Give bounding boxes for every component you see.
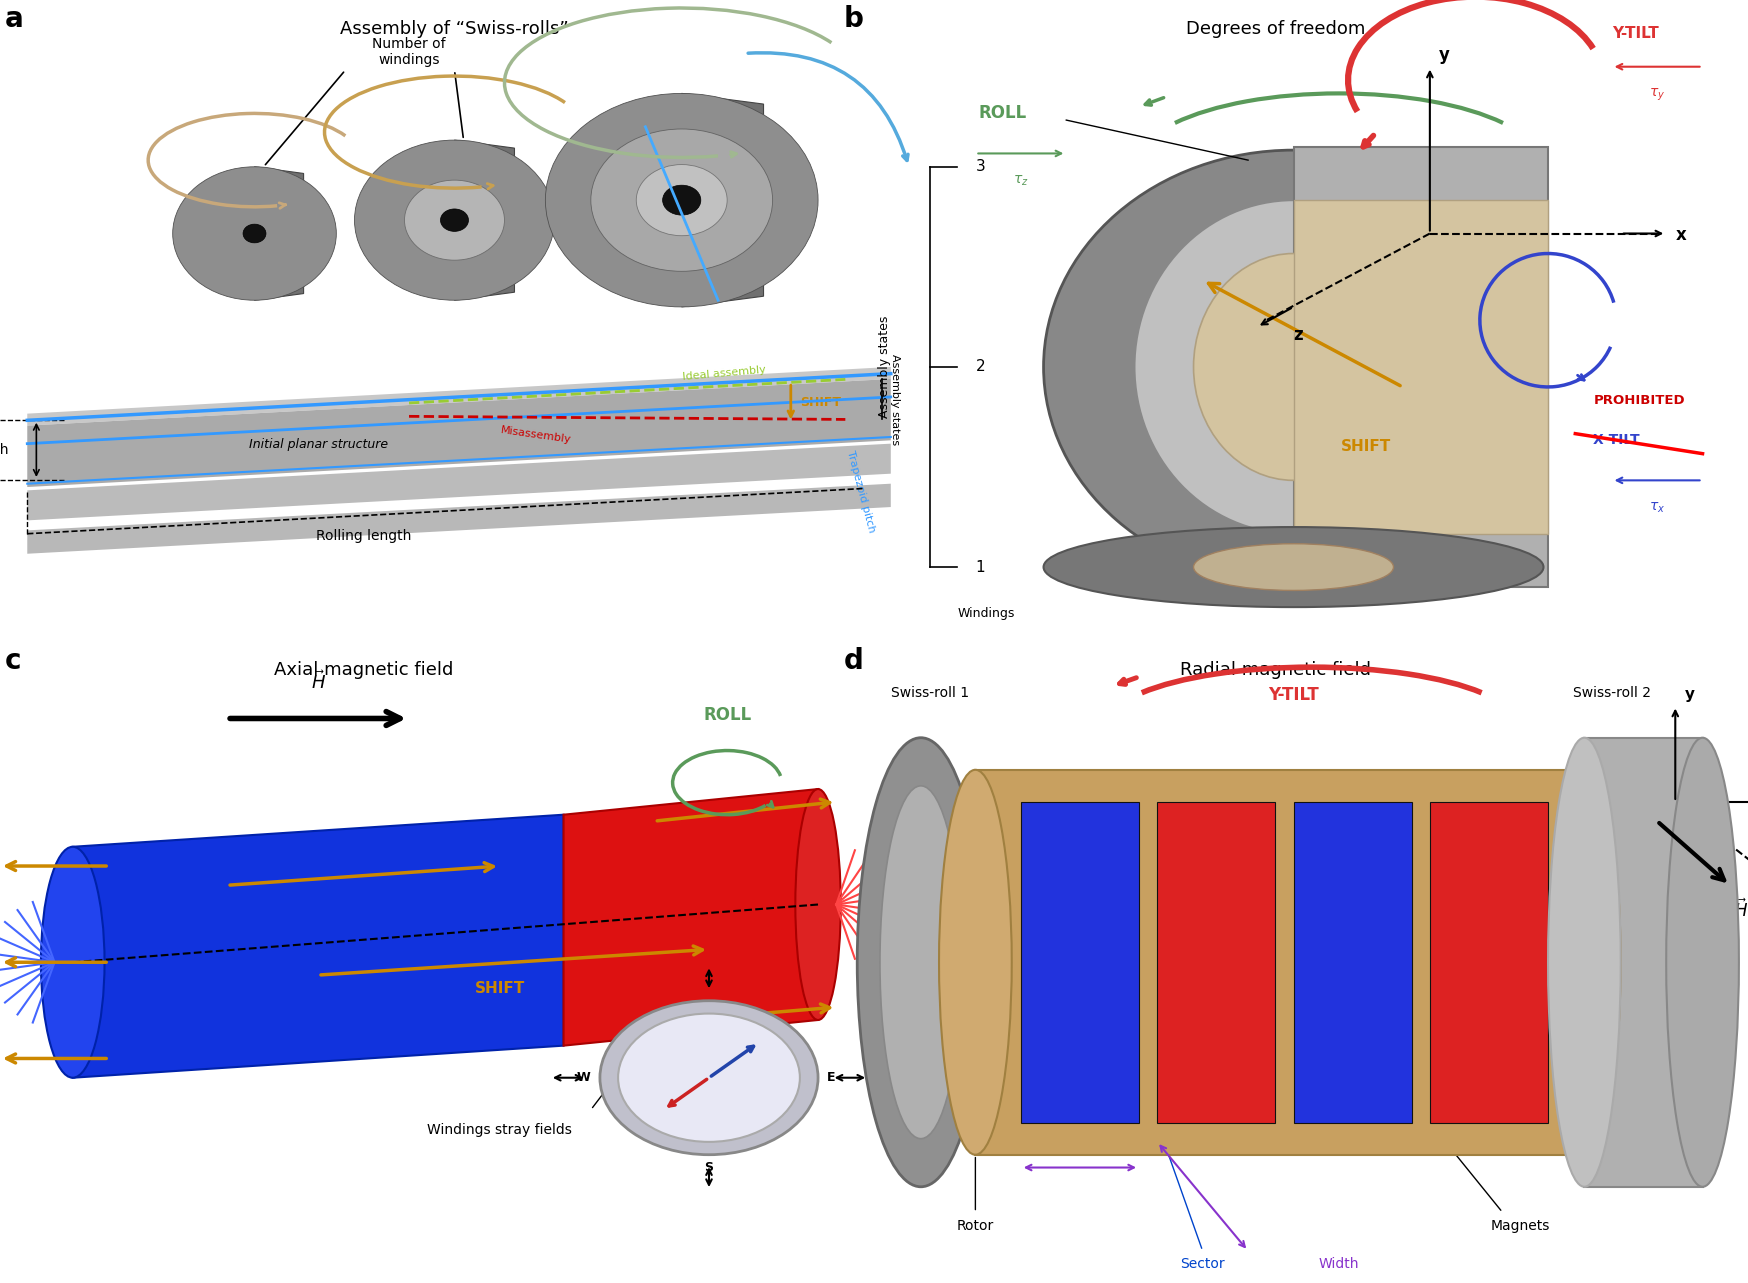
Text: X TILT: X TILT xyxy=(1594,434,1640,448)
Polygon shape xyxy=(682,94,764,307)
Ellipse shape xyxy=(1194,544,1393,590)
Text: ROLL: ROLL xyxy=(703,706,752,724)
Polygon shape xyxy=(73,815,563,1078)
Polygon shape xyxy=(28,484,891,554)
Text: Y-TILT: Y-TILT xyxy=(1612,26,1659,41)
Ellipse shape xyxy=(243,225,266,242)
Text: Assembly states: Assembly states xyxy=(890,354,900,445)
Text: Assembly states: Assembly states xyxy=(877,316,891,418)
Text: SHIFT: SHIFT xyxy=(475,981,524,997)
Ellipse shape xyxy=(857,738,984,1187)
Text: Width: Width xyxy=(1318,1257,1360,1271)
Text: $\tau_y$: $\tau_y$ xyxy=(1648,87,1666,103)
Text: SHIFT: SHIFT xyxy=(801,396,841,409)
Text: Windings: Windings xyxy=(958,607,1014,620)
Bar xyxy=(1430,802,1549,1123)
Text: Trapezoid pitch: Trapezoid pitch xyxy=(846,449,877,534)
Text: E: E xyxy=(827,1071,836,1084)
Polygon shape xyxy=(1294,146,1549,588)
Ellipse shape xyxy=(1194,254,1393,480)
Text: Rolling length: Rolling length xyxy=(316,529,411,543)
Text: z: z xyxy=(804,807,813,822)
Text: Swiss-roll 1: Swiss-roll 1 xyxy=(891,686,968,701)
Text: $\vec{H}$: $\vec{H}$ xyxy=(311,670,325,693)
Text: d: d xyxy=(844,647,864,675)
Ellipse shape xyxy=(636,164,727,236)
Text: Initial planar structure: Initial planar structure xyxy=(248,438,388,452)
Text: Misassembly: Misassembly xyxy=(500,425,572,445)
Ellipse shape xyxy=(173,167,336,300)
Text: z: z xyxy=(1294,326,1304,344)
Text: 1: 1 xyxy=(975,559,986,575)
Text: Assembly of “Swiss-rolls”: Assembly of “Swiss-rolls” xyxy=(341,21,568,38)
Text: $\tau_x$: $\tau_x$ xyxy=(1648,500,1666,514)
Text: $\vec{F}$: $\vec{F}$ xyxy=(313,857,323,875)
Text: N: N xyxy=(704,981,715,994)
Text: a: a xyxy=(5,5,23,33)
Polygon shape xyxy=(975,770,1584,1155)
Text: y: y xyxy=(1439,46,1449,64)
Ellipse shape xyxy=(1549,738,1620,1187)
Ellipse shape xyxy=(795,789,841,1020)
Text: $\vec{H}$: $\vec{H}$ xyxy=(1734,898,1748,921)
Text: Rotor: Rotor xyxy=(956,1219,995,1233)
Text: x: x xyxy=(1675,226,1687,244)
Text: S: S xyxy=(704,1161,713,1174)
Ellipse shape xyxy=(40,847,105,1078)
Ellipse shape xyxy=(404,180,505,260)
Polygon shape xyxy=(255,167,304,300)
Text: Number of
windings: Number of windings xyxy=(372,36,446,67)
Bar xyxy=(1021,802,1140,1123)
Polygon shape xyxy=(563,789,818,1046)
Ellipse shape xyxy=(545,94,818,307)
Ellipse shape xyxy=(1044,527,1543,607)
Text: Sector: Sector xyxy=(1180,1257,1225,1271)
Text: Swiss-roll 2: Swiss-roll 2 xyxy=(1573,686,1650,701)
Text: Degrees of freedom: Degrees of freedom xyxy=(1185,21,1365,38)
Text: Magnets: Magnets xyxy=(1491,1219,1550,1233)
Text: b: b xyxy=(844,5,864,33)
Text: PROHIBITED: PROHIBITED xyxy=(1594,394,1685,407)
Text: 2: 2 xyxy=(975,359,986,375)
Polygon shape xyxy=(1584,738,1703,1187)
Text: c: c xyxy=(5,647,21,675)
Polygon shape xyxy=(454,140,514,300)
Text: y: y xyxy=(1685,688,1694,702)
Ellipse shape xyxy=(591,130,773,271)
Circle shape xyxy=(619,1014,801,1142)
Text: W: W xyxy=(577,1071,591,1084)
Ellipse shape xyxy=(939,770,1012,1155)
Bar xyxy=(1294,802,1412,1123)
Polygon shape xyxy=(1294,200,1549,534)
Ellipse shape xyxy=(440,209,468,231)
Text: SHIFT: SHIFT xyxy=(1341,440,1391,454)
Ellipse shape xyxy=(879,785,961,1139)
Text: ROLL: ROLL xyxy=(979,104,1026,122)
Text: Y-TILT: Y-TILT xyxy=(1267,686,1320,704)
Text: Width: Width xyxy=(0,443,9,457)
Polygon shape xyxy=(28,378,891,488)
Ellipse shape xyxy=(1666,738,1739,1187)
Ellipse shape xyxy=(1134,200,1453,534)
Text: 3: 3 xyxy=(975,159,986,174)
Circle shape xyxy=(600,1001,818,1155)
Ellipse shape xyxy=(662,185,701,216)
Ellipse shape xyxy=(1044,150,1543,584)
Polygon shape xyxy=(28,444,891,521)
Text: Axial magnetic field: Axial magnetic field xyxy=(274,661,453,679)
Text: Radial magnetic field: Radial magnetic field xyxy=(1180,661,1370,679)
Text: Windings stray fields: Windings stray fields xyxy=(428,1123,572,1137)
Text: $\tau_z$: $\tau_z$ xyxy=(1014,173,1028,187)
Bar xyxy=(1157,802,1276,1123)
Polygon shape xyxy=(28,367,891,426)
Text: Ideal assembly: Ideal assembly xyxy=(682,364,766,381)
Ellipse shape xyxy=(1549,770,1620,1155)
Ellipse shape xyxy=(355,140,554,300)
